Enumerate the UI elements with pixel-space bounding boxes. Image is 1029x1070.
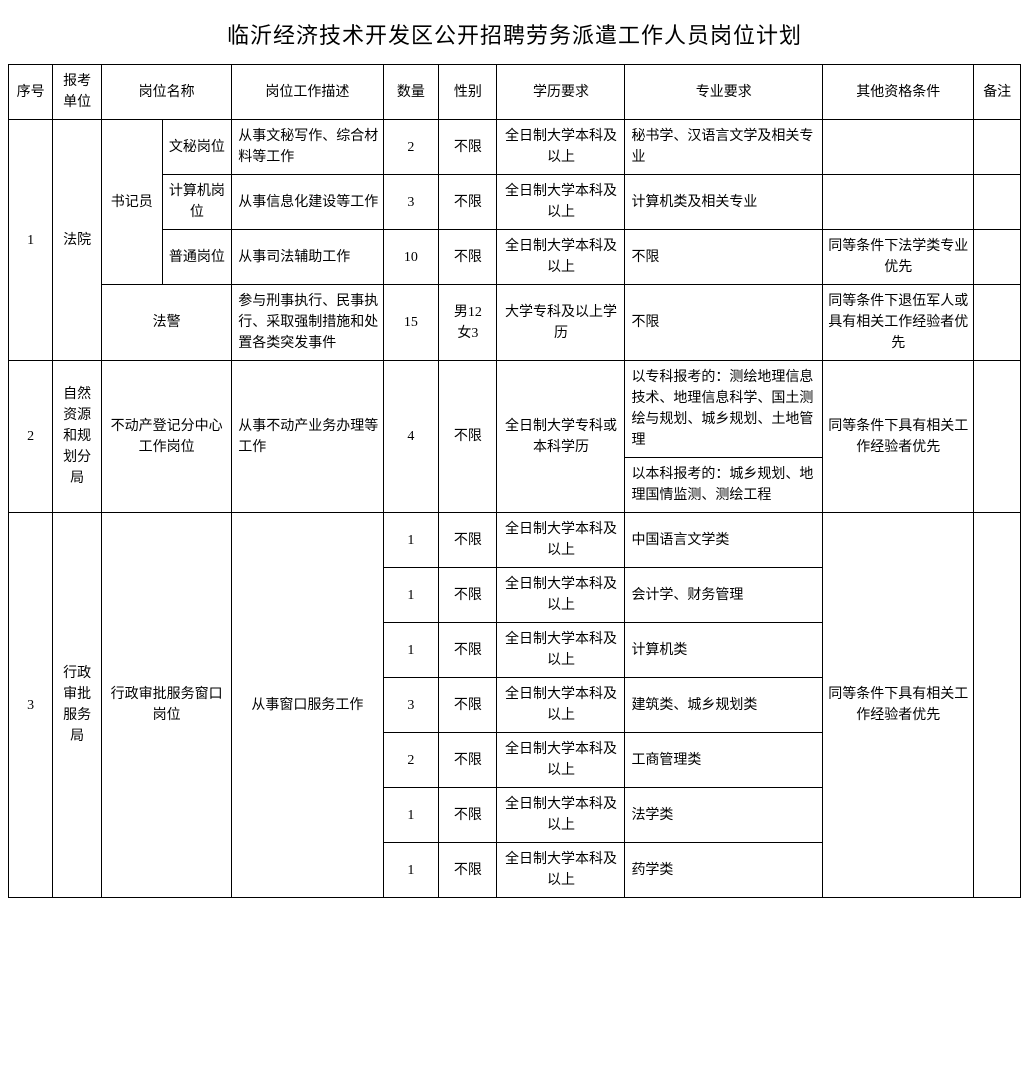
cell-other — [823, 120, 974, 175]
cell-edu: 全日制大学本科及以上 — [497, 678, 625, 733]
table-row: 法警 参与刑事执行、民事执行、采取强制措施和处置各类突发事件 15 男12 女3… — [9, 285, 1021, 361]
cell-pos: 计算机岗位 — [162, 175, 232, 230]
th-edu: 学历要求 — [497, 65, 625, 120]
cell-qty: 1 — [383, 568, 439, 623]
cell-major: 不限 — [625, 285, 823, 361]
cell-note — [974, 513, 1021, 898]
cell-seq: 2 — [9, 361, 53, 513]
cell-qty: 15 — [383, 285, 439, 361]
cell-unit: 自然资源和规划分局 — [53, 361, 102, 513]
cell-qty: 10 — [383, 230, 439, 285]
cell-major: 秘书学、汉语言文学及相关专业 — [625, 120, 823, 175]
cell-major: 计算机类 — [625, 623, 823, 678]
cell-pos: 法警 — [102, 285, 232, 361]
table-row: 1 法院 书记员 文秘岗位 从事文秘写作、综合材料等工作 2 不限 全日制大学本… — [9, 120, 1021, 175]
th-position: 岗位名称 — [102, 65, 232, 120]
cell-qty: 4 — [383, 361, 439, 513]
cell-gender: 不限 — [439, 568, 497, 623]
cell-desc: 从事不动产业务办理等工作 — [232, 361, 383, 513]
cell-edu: 全日制大学专科或本科学历 — [497, 361, 625, 513]
cell-major: 以本科报考的：城乡规划、地理国情监测、测绘工程 — [625, 458, 823, 513]
cell-major: 以专科报考的：测绘地理信息技术、地理信息科学、国土测绘与规划、城乡规划、土地管理 — [625, 361, 823, 458]
th-other: 其他资格条件 — [823, 65, 974, 120]
cell-major: 法学类 — [625, 788, 823, 843]
cell-edu: 全日制大学本科及以上 — [497, 788, 625, 843]
cell-other: 同等条件下具有相关工作经验者优先 — [823, 513, 974, 898]
cell-edu: 全日制大学本科及以上 — [497, 623, 625, 678]
cell-qty: 1 — [383, 788, 439, 843]
table-row: 3 行政审批服务局 行政审批服务窗口岗位 从事窗口服务工作 1 不限 全日制大学… — [9, 513, 1021, 568]
cell-desc: 参与刑事执行、民事执行、采取强制措施和处置各类突发事件 — [232, 285, 383, 361]
cell-gender: 不限 — [439, 733, 497, 788]
th-note: 备注 — [974, 65, 1021, 120]
table-header-row: 序号 报考单位 岗位名称 岗位工作描述 数量 性别 学历要求 专业要求 其他资格… — [9, 65, 1021, 120]
page-title: 临沂经济技术开发区公开招聘劳务派遣工作人员岗位计划 — [8, 8, 1021, 64]
cell-desc: 从事窗口服务工作 — [232, 513, 383, 898]
cell-unit: 法院 — [53, 120, 102, 361]
cell-qty: 3 — [383, 175, 439, 230]
cell-edu: 全日制大学本科及以上 — [497, 175, 625, 230]
cell-edu: 全日制大学本科及以上 — [497, 568, 625, 623]
cell-major: 药学类 — [625, 843, 823, 898]
cell-qty: 1 — [383, 513, 439, 568]
cell-note — [974, 285, 1021, 361]
cell-gender: 不限 — [439, 361, 497, 513]
cell-gender: 不限 — [439, 230, 497, 285]
cell-gender: 不限 — [439, 678, 497, 733]
cell-other: 同等条件下具有相关工作经验者优先 — [823, 361, 974, 513]
cell-major: 计算机类及相关专业 — [625, 175, 823, 230]
th-qty: 数量 — [383, 65, 439, 120]
cell-pos: 行政审批服务窗口岗位 — [102, 513, 232, 898]
table-row: 2 自然资源和规划分局 不动产登记分中心工作岗位 从事不动产业务办理等工作 4 … — [9, 361, 1021, 458]
cell-other: 同等条件下退伍军人或具有相关工作经验者优先 — [823, 285, 974, 361]
cell-edu: 全日制大学本科及以上 — [497, 230, 625, 285]
cell-pos: 不动产登记分中心工作岗位 — [102, 361, 232, 513]
cell-other — [823, 175, 974, 230]
cell-gender: 不限 — [439, 120, 497, 175]
cell-subgroup: 书记员 — [102, 120, 162, 285]
cell-pos: 普通岗位 — [162, 230, 232, 285]
cell-desc: 从事司法辅助工作 — [232, 230, 383, 285]
cell-qty: 2 — [383, 733, 439, 788]
cell-pos: 文秘岗位 — [162, 120, 232, 175]
th-seq: 序号 — [9, 65, 53, 120]
cell-note — [974, 175, 1021, 230]
cell-gender: 男12 女3 — [439, 285, 497, 361]
cell-qty: 3 — [383, 678, 439, 733]
cell-edu: 全日制大学本科及以上 — [497, 733, 625, 788]
cell-desc: 从事信息化建设等工作 — [232, 175, 383, 230]
cell-gender: 不限 — [439, 513, 497, 568]
th-major: 专业要求 — [625, 65, 823, 120]
cell-note — [974, 361, 1021, 513]
cell-gender: 不限 — [439, 788, 497, 843]
cell-qty: 1 — [383, 843, 439, 898]
cell-edu: 全日制大学本科及以上 — [497, 120, 625, 175]
th-unit: 报考单位 — [53, 65, 102, 120]
cell-gender: 不限 — [439, 843, 497, 898]
cell-seq: 1 — [9, 120, 53, 361]
cell-other: 同等条件下法学类专业优先 — [823, 230, 974, 285]
cell-seq: 3 — [9, 513, 53, 898]
cell-major: 中国语言文学类 — [625, 513, 823, 568]
cell-qty: 2 — [383, 120, 439, 175]
cell-unit: 行政审批服务局 — [53, 513, 102, 898]
th-gender: 性别 — [439, 65, 497, 120]
cell-qty: 1 — [383, 623, 439, 678]
cell-major: 不限 — [625, 230, 823, 285]
th-desc: 岗位工作描述 — [232, 65, 383, 120]
cell-edu: 全日制大学本科及以上 — [497, 513, 625, 568]
recruitment-table: 序号 报考单位 岗位名称 岗位工作描述 数量 性别 学历要求 专业要求 其他资格… — [8, 64, 1021, 898]
cell-major: 工商管理类 — [625, 733, 823, 788]
cell-note — [974, 120, 1021, 175]
cell-desc: 从事文秘写作、综合材料等工作 — [232, 120, 383, 175]
cell-gender: 不限 — [439, 175, 497, 230]
cell-edu: 全日制大学本科及以上 — [497, 843, 625, 898]
cell-gender: 不限 — [439, 623, 497, 678]
cell-major: 建筑类、城乡规划类 — [625, 678, 823, 733]
cell-note — [974, 230, 1021, 285]
cell-edu: 大学专科及以上学历 — [497, 285, 625, 361]
cell-major: 会计学、财务管理 — [625, 568, 823, 623]
